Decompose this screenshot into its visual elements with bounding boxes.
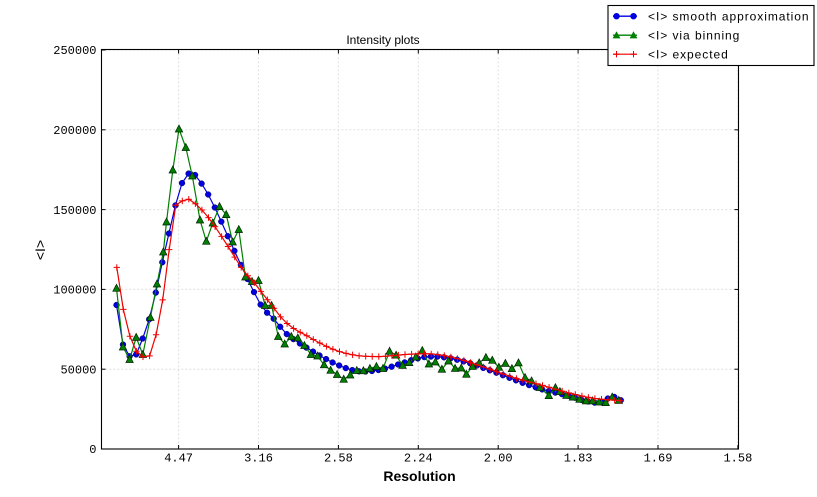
svg-text:50000: 50000 <box>60 363 96 377</box>
svg-text:0: 0 <box>89 443 96 457</box>
svg-text:250000: 250000 <box>53 44 96 58</box>
svg-text:150000: 150000 <box>53 204 96 218</box>
svg-text:<I>: <I> <box>32 240 48 260</box>
svg-text:3.16: 3.16 <box>244 452 273 466</box>
svg-text:<I> via binning: <I> via binning <box>648 29 740 43</box>
svg-text:Resolution: Resolution <box>383 468 455 484</box>
svg-text:200000: 200000 <box>53 124 96 138</box>
svg-text:2.58: 2.58 <box>324 452 353 466</box>
svg-text:2.24: 2.24 <box>404 452 433 466</box>
svg-text:1.69: 1.69 <box>644 452 673 466</box>
svg-text:4.47: 4.47 <box>164 452 193 466</box>
svg-text:100000: 100000 <box>53 284 96 298</box>
svg-text:2.00: 2.00 <box>484 452 513 466</box>
svg-text:<I> expected: <I> expected <box>648 48 729 62</box>
svg-text:<I> smooth approximation: <I> smooth approximation <box>648 10 810 24</box>
svg-text:1.58: 1.58 <box>723 452 752 466</box>
svg-text:Intensity plots: Intensity plots <box>346 33 419 47</box>
svg-text:1.83: 1.83 <box>564 452 593 466</box>
